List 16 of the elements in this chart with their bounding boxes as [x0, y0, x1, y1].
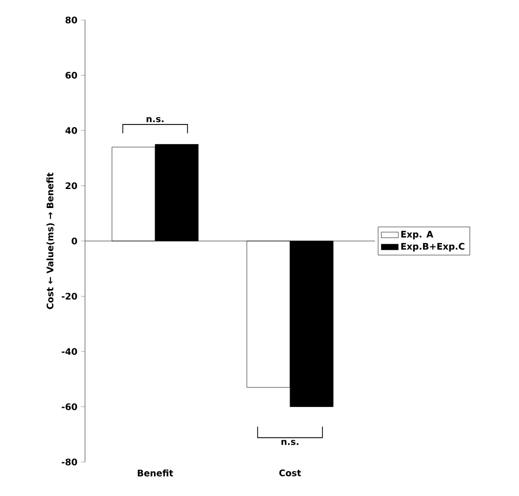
y-tick-label: 60	[66, 72, 78, 79]
y-tick-label: 80	[66, 16, 78, 24]
y-tick-label: -60	[62, 403, 78, 410]
x-tick-label: Benefit	[138, 470, 174, 476]
y-tick-label: -80	[62, 458, 78, 466]
y-tick-label: -40	[62, 348, 78, 355]
legend-label: Exp. A	[401, 230, 434, 240]
y-tick-label: 40	[65, 127, 78, 134]
annotation: n.s.	[282, 440, 298, 446]
legend-label: Exp.B+Exp.C	[401, 242, 464, 252]
annotation: n.s.	[146, 117, 164, 122]
y-tick-label: -20	[62, 292, 78, 300]
y-tick-label: 0	[72, 238, 78, 244]
y-axis-title: Cost ← Value(ms) → Benefit	[46, 172, 54, 310]
y-tick-label: 20	[66, 182, 78, 190]
x-tick-label: Cost	[279, 470, 301, 476]
